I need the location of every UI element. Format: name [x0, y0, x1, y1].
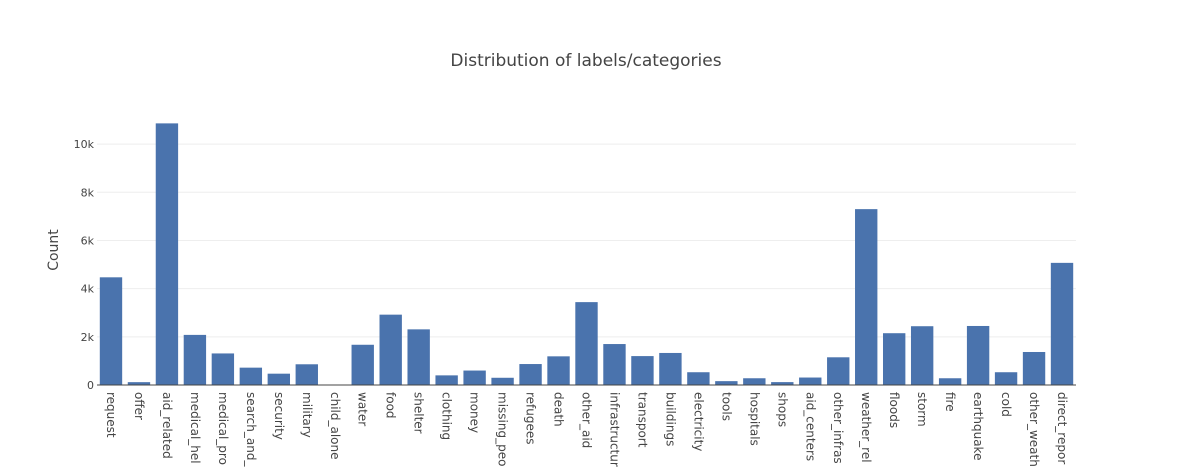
bar-security	[267, 373, 291, 385]
x-tick-label: death	[552, 392, 566, 427]
bar-cold	[994, 372, 1018, 385]
x-tick-label: medical_pro	[216, 392, 230, 465]
x-tick-label: shops	[775, 392, 789, 427]
x-tick-label: aid_related	[160, 392, 174, 459]
x-tick-label: floods	[887, 392, 901, 428]
y-tick-label: 8k	[81, 186, 95, 199]
x-tick-label: earthquake	[971, 392, 985, 460]
y-tick-label: 0	[87, 379, 94, 392]
x-tick-label: storm	[915, 392, 929, 427]
bar-refugees	[519, 364, 542, 385]
bar-storm	[910, 326, 934, 385]
x-tick-label: weather_rel	[859, 392, 873, 463]
bar-death	[547, 356, 570, 385]
x-tick-label: request	[104, 392, 118, 438]
bar-aid_centers	[799, 377, 822, 385]
x-tick-label: infrastructur	[607, 392, 621, 467]
bar-shops	[771, 382, 794, 385]
x-tick-label: buildings	[663, 392, 677, 446]
x-tick-label: money	[468, 392, 482, 433]
bar-tools	[715, 381, 738, 385]
x-tick-label: other_infras	[831, 392, 845, 464]
bar-missing_peo	[491, 377, 514, 385]
bar-military	[295, 364, 318, 385]
x-tick-label: security	[272, 392, 286, 440]
y-tick-label: 10k	[74, 138, 95, 151]
x-tick-label: food	[384, 392, 398, 419]
x-tick-label: child_alone	[328, 392, 342, 460]
bar-floods	[882, 333, 906, 385]
bar-earthquake	[966, 325, 990, 385]
bar-other_weath	[1022, 351, 1046, 385]
bar-food	[379, 314, 402, 385]
x-tick-label: clothing	[440, 392, 454, 440]
bars	[99, 123, 1074, 385]
x-tick-label: hospitals	[747, 392, 761, 446]
bar-search_and_	[239, 367, 263, 385]
bar-electricity	[687, 372, 710, 385]
x-tick-label: electricity	[691, 392, 705, 451]
bar-other_aid	[575, 302, 598, 385]
bar-infrastructur	[603, 344, 626, 385]
x-tick-label: water	[356, 392, 370, 426]
bar-direct_repor	[1050, 262, 1074, 385]
x-tick-label: refugees	[524, 392, 538, 445]
x-tick-label: transport	[635, 392, 649, 448]
bar-request	[99, 277, 123, 385]
x-tick-label: direct_repor	[1055, 392, 1069, 464]
x-tick-label: military	[300, 392, 314, 438]
bar-hospitals	[743, 378, 766, 385]
y-axis-ticks: 0 2k 4k 6k 8k 10k	[74, 138, 95, 392]
x-tick-label: fire	[943, 392, 957, 412]
x-tick-label: medical_hel	[188, 392, 202, 464]
y-tick-label: 6k	[81, 234, 95, 247]
bar-fire	[938, 378, 962, 385]
bar-other_infras	[827, 357, 850, 385]
x-tick-label: other_weath	[1027, 392, 1041, 467]
chart-title: Distribution of labels/categories	[450, 51, 721, 71]
x-tick-label: other_aid	[580, 392, 594, 448]
bar-water	[351, 344, 374, 385]
bar-weather_rel	[855, 209, 878, 385]
x-tick-label: cold	[999, 392, 1013, 417]
bar-clothing	[435, 375, 458, 385]
bar-aid_related	[155, 123, 179, 385]
bar-transport	[631, 356, 654, 385]
bar-money	[463, 370, 486, 385]
bar-medical_hel	[183, 334, 207, 385]
x-tick-label: offer	[132, 392, 146, 420]
x-tick-label: search_and_	[244, 392, 258, 467]
bar-buildings	[659, 352, 682, 385]
bar-offer	[127, 382, 151, 385]
y-tick-label: 4k	[81, 283, 95, 296]
x-tick-label: shelter	[412, 392, 426, 434]
y-axis-label: Count	[46, 229, 62, 271]
y-tick-label: 2k	[81, 331, 95, 344]
x-tick-label: tools	[719, 392, 733, 421]
bar-medical_pro	[211, 353, 235, 385]
bar-shelter	[407, 329, 430, 385]
x-tick-label: missing_peo	[496, 392, 510, 466]
x-tick-label: aid_centers	[803, 392, 817, 461]
x-axis-ticks: request offer aid_related medical_hel medica…	[104, 392, 1069, 467]
